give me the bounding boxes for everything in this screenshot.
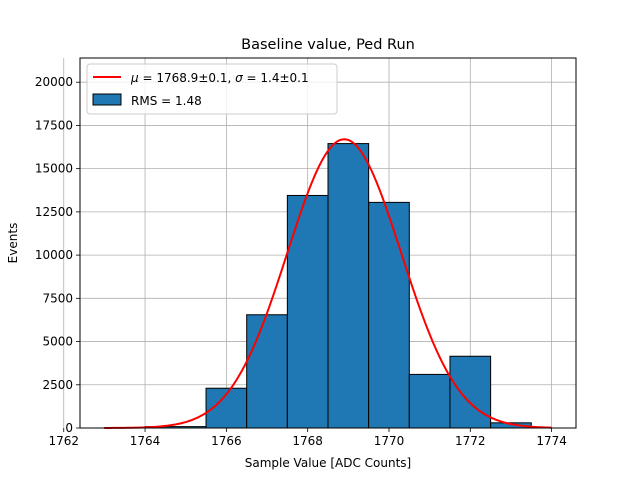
y-axis-ticks: 0 2500 5000 7500 10000 12500 15000 17500 20000: [35, 75, 80, 435]
plot-frame: [79, 57, 577, 429]
y-tick-label: 2500: [42, 378, 73, 392]
legend: μ = 1768.9±0.1, σ = 1.4±0.1 RMS = 1.48: [86, 63, 338, 115]
histogram-bar: [408, 373, 451, 429]
histogram-bar: [286, 194, 329, 429]
x-tick-label: 1768: [292, 434, 323, 448]
legend-fit-mu: 1768.9±0.1: [156, 71, 227, 85]
y-tick-label: 20000: [35, 75, 73, 89]
y-tick-label: 5000: [42, 335, 73, 349]
legend-fit-label: μ = 1768.9±0.1, σ = 1.4±0.1: [130, 71, 309, 85]
y-tick-label: 10000: [35, 248, 73, 262]
legend-histogram-swatch: [92, 93, 122, 106]
gaussian-fit-curve: [104, 138, 552, 429]
x-tick-label: 1766: [211, 434, 242, 448]
x-tick-label: 1762: [48, 434, 79, 448]
y-tick-label: 15000: [35, 162, 73, 176]
x-tick-label: 1770: [374, 434, 405, 448]
x-axis-label: Sample Value [ADC Counts]: [245, 456, 411, 470]
x-tick-label: 1772: [455, 434, 486, 448]
histogram-bar: [449, 355, 492, 429]
legend-fit-sigma: 1.4±0.1: [260, 71, 308, 85]
y-axis-label: Events: [6, 223, 20, 264]
histogram-bar: [327, 143, 370, 429]
y-tick-label: 12500: [35, 205, 73, 219]
legend-box: [86, 63, 338, 115]
chart-title: Baseline value, Ped Run: [241, 37, 415, 53]
histogram-bar: [368, 201, 410, 429]
y-tick-label: 17500: [35, 118, 73, 132]
x-tick-label: 1764: [130, 434, 161, 448]
legend-histogram-label: RMS = 1.48: [131, 94, 202, 108]
y-tick-label: 0: [65, 421, 73, 435]
y-tick-label: 7500: [42, 291, 73, 305]
x-tick-label: 1774: [536, 434, 567, 448]
histogram-bar: [246, 314, 288, 429]
x-axis-ticks: 1762 1764 1766 1768 1770 1772 1774: [48, 428, 567, 448]
